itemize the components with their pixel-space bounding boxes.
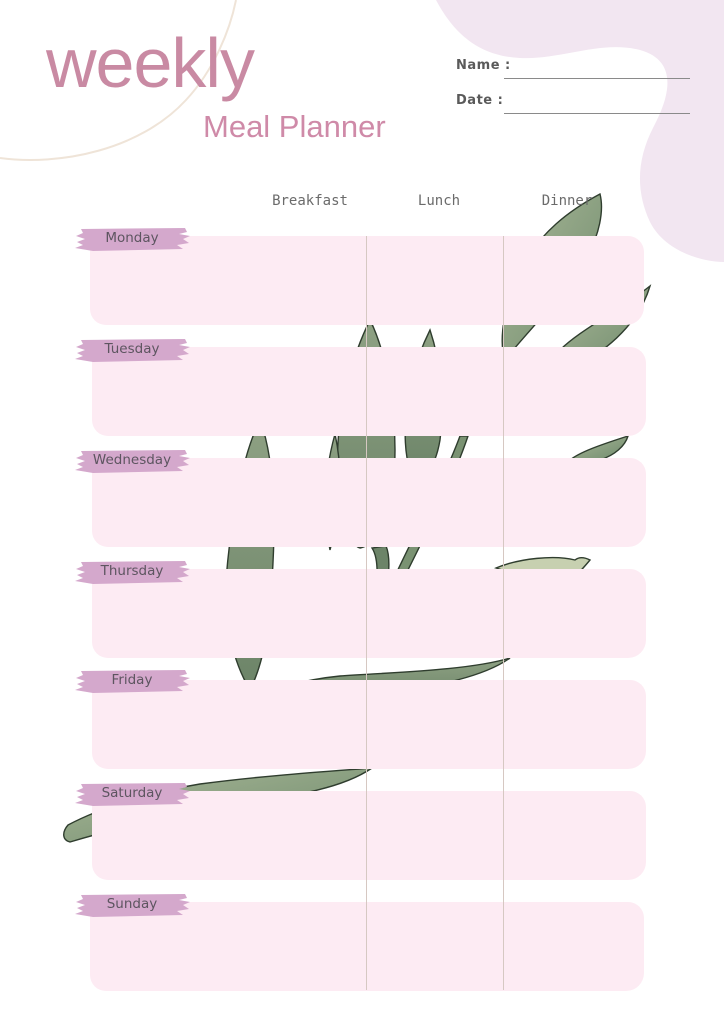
day-row-tuesday[interactable] xyxy=(92,347,646,436)
brush-stroke-icon xyxy=(75,339,190,362)
day-tag-friday: Friday xyxy=(73,668,191,694)
date-label: Date : xyxy=(456,93,504,108)
day-tag-sunday: Sunday xyxy=(73,892,191,918)
leaf-right-lower xyxy=(568,434,630,461)
day-label-monday: Monday xyxy=(105,230,159,246)
name-field[interactable] xyxy=(504,78,690,79)
column-divider-lunch-dinner xyxy=(503,236,504,990)
brush-stroke-icon xyxy=(75,561,190,584)
brush-stroke-icon xyxy=(75,670,190,693)
day-label-saturday: Saturday xyxy=(101,785,163,801)
date-field[interactable] xyxy=(504,113,690,114)
day-tag-wednesday: Wednesday xyxy=(73,448,191,474)
column-header-dinner: Dinner xyxy=(541,193,593,209)
day-label-wednesday: Wednesday xyxy=(92,452,172,468)
day-row-friday[interactable] xyxy=(92,680,646,769)
day-label-friday: Friday xyxy=(111,672,153,688)
day-tag-thursday: Thursday xyxy=(73,559,191,585)
brush-stroke-icon xyxy=(75,894,190,917)
day-tag-saturday: Saturday xyxy=(73,781,191,807)
title-weekly: weekly xyxy=(46,24,255,102)
day-label-sunday: Sunday xyxy=(106,896,158,912)
brush-stroke-icon xyxy=(75,228,190,251)
day-row-thursday[interactable] xyxy=(92,569,646,658)
lavender-blob xyxy=(436,0,724,262)
column-header-lunch: Lunch xyxy=(417,193,461,209)
day-label-tuesday: Tuesday xyxy=(104,341,160,357)
day-row-sunday[interactable] xyxy=(90,902,644,991)
column-divider-breakfast-lunch xyxy=(366,236,367,990)
brush-stroke-icon xyxy=(75,450,190,473)
day-tag-tuesday: Tuesday xyxy=(73,337,191,363)
column-header-breakfast: Breakfast xyxy=(272,193,348,209)
day-tag-monday: Monday xyxy=(73,226,191,252)
beige-arc xyxy=(0,0,237,161)
brush-stroke-icon xyxy=(75,783,190,806)
title-meal-planner: Meal Planner xyxy=(203,109,386,144)
day-row-saturday[interactable] xyxy=(92,791,646,880)
day-label-thursday: Thursday xyxy=(100,563,164,579)
day-row-monday[interactable] xyxy=(90,236,644,325)
name-label: Name : xyxy=(456,58,511,73)
day-row-wednesday[interactable] xyxy=(92,458,646,547)
